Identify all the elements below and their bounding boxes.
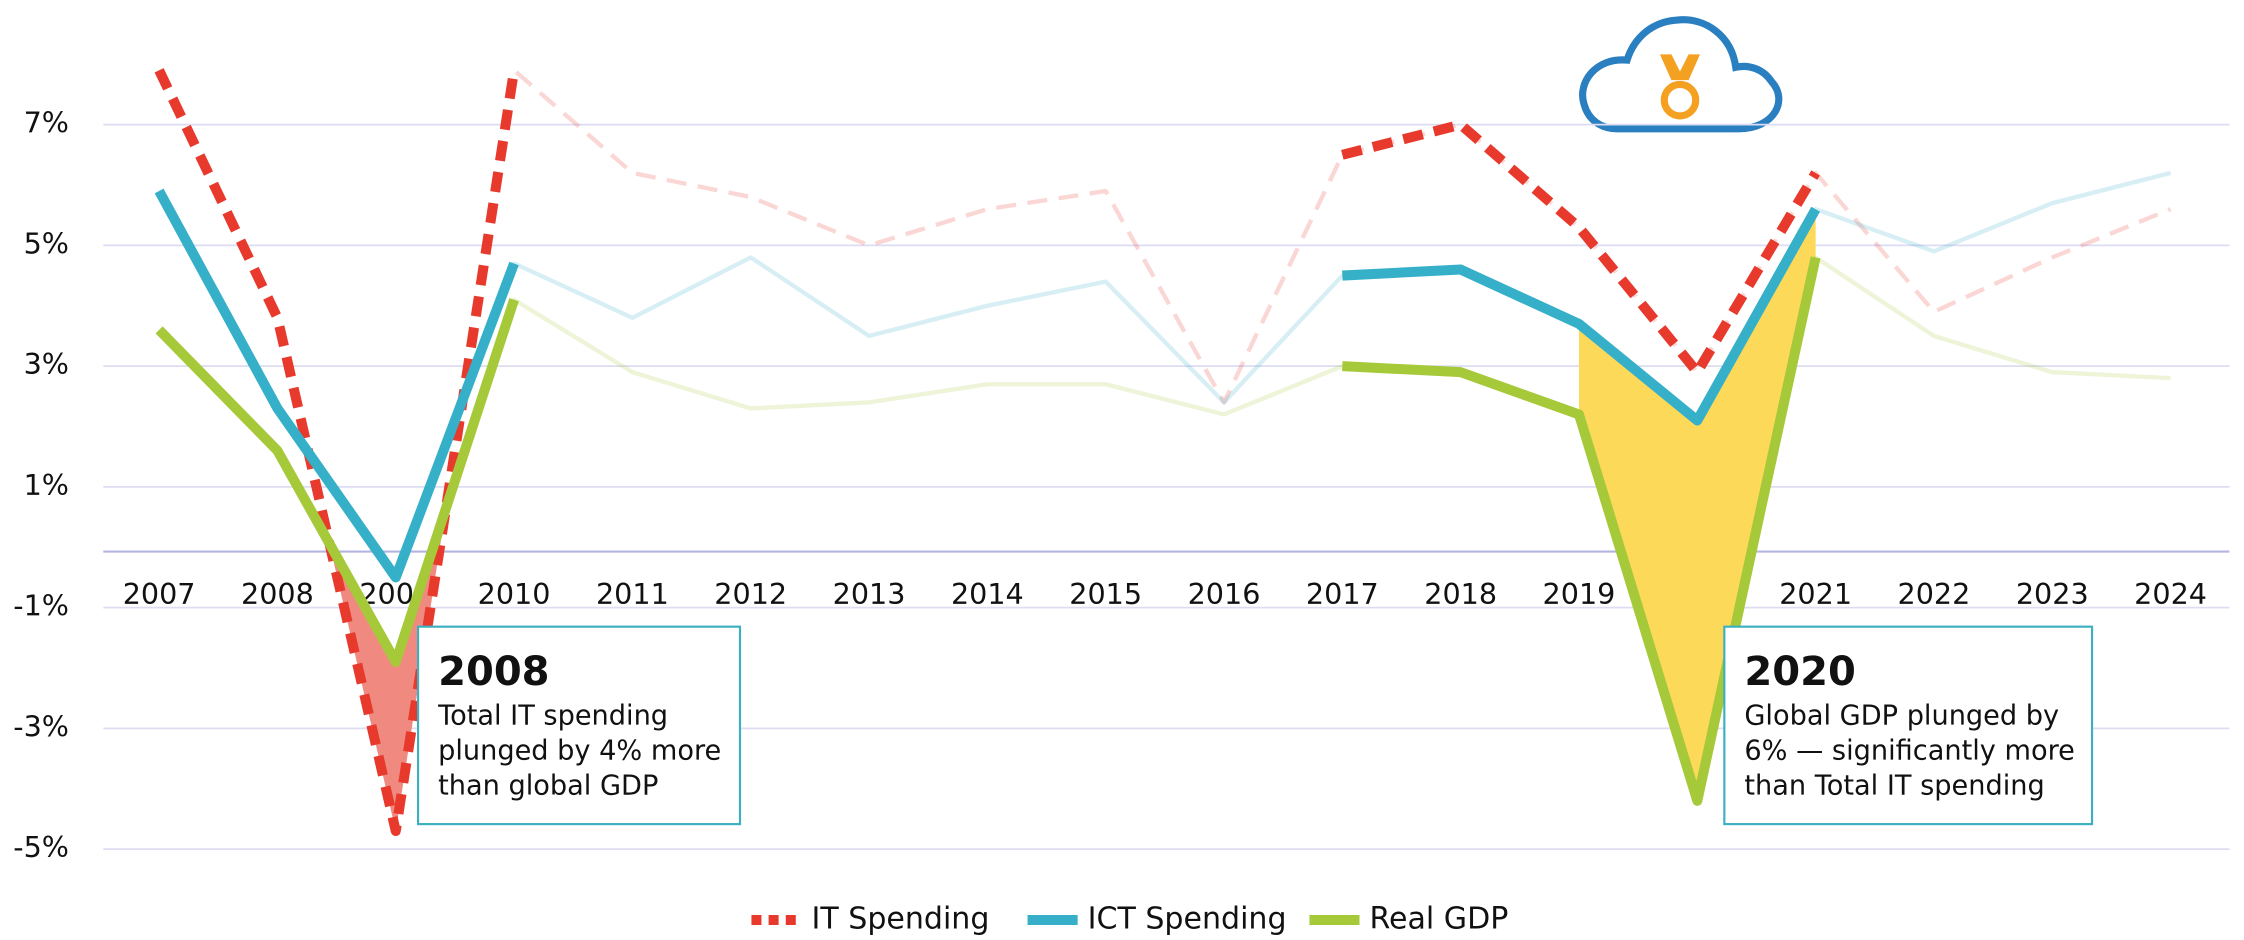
- legend-label: Real GDP: [1370, 901, 1509, 936]
- x-tick-label: 2021: [1779, 577, 1852, 611]
- y-tick-label: -1%: [13, 589, 69, 623]
- y-tick-label: 1%: [24, 468, 69, 502]
- annotation-box: [1723, 625, 2094, 826]
- legend-label: IT Spending: [812, 901, 990, 936]
- x-tick-label: 2022: [1898, 577, 1971, 611]
- annotation-text: Total IT spending: [437, 700, 668, 731]
- x-tick-label: 2015: [1069, 577, 1142, 611]
- lines: [154, 68, 2172, 837]
- x-tick-label: 2024: [2134, 577, 2207, 611]
- x-tick-label: 2010: [478, 577, 551, 611]
- shaded-area: [1578, 209, 1816, 801]
- series-line: [154, 188, 519, 583]
- annotation-text: than Total IT spending: [1744, 770, 2044, 801]
- x-tick-label: 2019: [1543, 577, 1616, 611]
- y-tick-label: -5%: [13, 830, 69, 864]
- legend-label: ICT Spending: [1088, 901, 1287, 936]
- series-line: [1341, 119, 1820, 378]
- x-tick-label: 2016: [1188, 577, 1261, 611]
- y-tick-label: 5%: [24, 226, 69, 260]
- annotation: 2020 Global GDP plunged by 6% — significan…: [1723, 625, 2094, 826]
- annotation-text: than global GDP: [438, 770, 658, 801]
- annotation-text: 6% — significantly more: [1744, 735, 2075, 766]
- series-line-faded: [157, 170, 2172, 580]
- annotation-text: Global GDP plunged by: [1744, 700, 2059, 731]
- x-tick-label: 2011: [596, 577, 669, 611]
- series-line: [154, 68, 520, 837]
- shaded-areas: [329, 209, 1816, 832]
- x-tick-label: 2018: [1424, 577, 1497, 611]
- series-line: [1342, 256, 1821, 806]
- x-tick-label: 2007: [123, 577, 196, 611]
- annotation-box: [416, 625, 742, 826]
- y-tick-label: -3%: [13, 709, 69, 743]
- annotation: 2008 Total IT spending plunged by 4% more t…: [416, 625, 742, 826]
- x-tick-label: 2008: [241, 577, 314, 611]
- y-tick-label: 7%: [24, 106, 69, 140]
- annotation-title: 2020: [1744, 649, 1855, 695]
- x-tick-label: 2023: [2016, 577, 2089, 611]
- series-line-faded: [157, 68, 2172, 834]
- annotation-text: plunged by 4% more: [438, 735, 721, 766]
- series-line: [1342, 206, 1820, 426]
- x-tick-label: 2017: [1306, 577, 1379, 611]
- x-tick-label: 2013: [833, 577, 906, 611]
- cloud-icon: [1579, 16, 1783, 133]
- shaded-area: [329, 508, 446, 832]
- x-tick-label: 2014: [951, 577, 1024, 611]
- annotation-title: 2008: [438, 649, 549, 695]
- legend: IT Spending ICT Spending Real GDP: [751, 901, 1508, 936]
- x-tick-label: 2012: [714, 577, 787, 611]
- series-line: [155, 298, 519, 667]
- y-tick-label: 3%: [24, 347, 69, 381]
